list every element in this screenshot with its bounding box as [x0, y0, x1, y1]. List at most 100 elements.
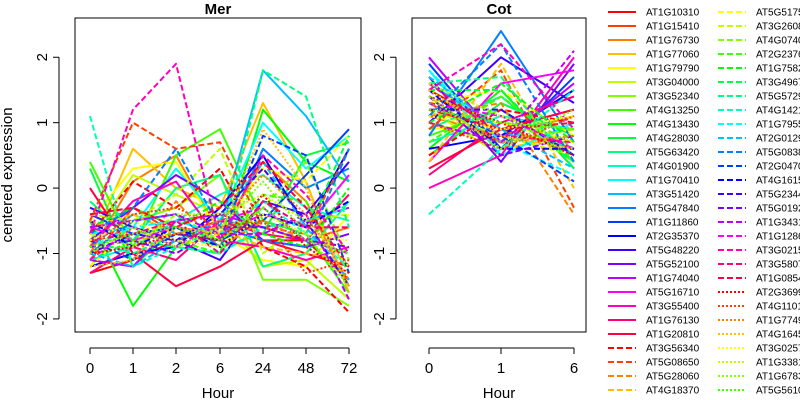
legend-entry-label: AT5G5610: [756, 386, 800, 397]
legend-entry-label: AT1G15410: [646, 22, 700, 33]
mer-y-tick-label: 0: [34, 184, 51, 192]
legend-entry-label: AT1G20810: [646, 330, 700, 341]
legend-entry-label: AT1G76130: [646, 316, 700, 327]
cot-x-tick-label: 1: [497, 360, 505, 377]
legend-entry-label: AT1G6783: [756, 372, 800, 383]
mer-series-line-AT3G56340: [89, 167, 350, 314]
mer-series-line-AT3G02150: [89, 62, 350, 255]
cot-series-line-AT5G57290: [428, 75, 575, 170]
legend-entry-label: AT4G01900: [646, 162, 700, 173]
mer-x-tick-label: 2: [172, 360, 180, 377]
mer-series-line-AT3G58070: [89, 200, 349, 255]
mer-series-line-AT4G16450: [89, 128, 350, 294]
legend-entry-label: AT5G2344: [756, 190, 800, 201]
mer-series-line-AT5G08380: [89, 147, 350, 248]
mer-y-tick-label: 2: [34, 53, 51, 61]
legend-entry-label: AT4G0740: [756, 36, 800, 47]
legend-entry-label: AT2G3699: [756, 288, 800, 299]
panel-cot: Cot 0 1 6 Hour -2 -1 0 1 2: [371, 1, 587, 400]
legend-entry-label: AT2G0470: [756, 162, 800, 173]
panel-mer: Mer 0 1 2 6 24 48 72 Hour -2 -1 0 1 2 centered express…: [0, 1, 362, 400]
cot-series-line-AT5G01920: [428, 95, 575, 157]
legend-entry-label: AT5G08650: [646, 358, 700, 369]
legend-entry-label: AT3G2608: [756, 22, 800, 33]
legend-entry-label: AT5G0838: [756, 148, 800, 159]
mer-x-tick-label: 6: [216, 360, 224, 377]
legend-entry-label: AT1G70410: [646, 176, 700, 187]
mer-series-line-AT1G12860: [89, 206, 350, 261]
legend-entry-label: AT5G52100: [646, 260, 700, 271]
legend-entry-label: AT5G48220: [646, 246, 700, 257]
legend-entry-label: AT5G5175: [756, 8, 800, 19]
mer-series-line-AT1G33810: [89, 193, 350, 268]
legend-entry-label: AT3G52340: [646, 92, 700, 103]
cot-series-line-AT3G02150: [428, 43, 575, 130]
legend-entry-label: AT5G0192: [756, 204, 800, 215]
legend-entry-label: AT3G51420: [646, 190, 700, 201]
mer-series-line-AT2G36990: [89, 193, 350, 274]
mer-x-tick-label: 72: [341, 360, 358, 377]
legend-entry-label: AT1G7955: [756, 120, 800, 131]
legend-entry-label: AT3G4967: [756, 78, 800, 89]
mer-series-line-AT5G56100: [89, 206, 350, 255]
cot-series-line-AT5G28060: [428, 102, 575, 215]
cot-series-line-AT2G01290: [428, 76, 575, 170]
legend-entry-label: AT1G74040: [646, 274, 700, 285]
cot-x-tick-label: 6: [570, 360, 578, 377]
legend-entry-label: AT4G13430: [646, 120, 700, 131]
cot-series-line-AT3G02570: [428, 115, 575, 131]
cot-series-line-AT4G14210: [428, 89, 575, 216]
legend-entry-label: AT2G0129: [756, 134, 800, 145]
mer-title: Mer: [205, 1, 232, 18]
legend-entry-label: AT4G1101: [756, 302, 800, 313]
legend-entry-label: AT3G56340: [646, 344, 700, 355]
legend-entry-label: AT1G1286: [756, 232, 800, 243]
legend-entry-label: AT1G11860: [646, 218, 699, 229]
legend-entry-label: AT1G76730: [646, 36, 700, 47]
legend-entry-label: AT1G77060: [646, 50, 700, 61]
legend-entry-label: AT1G10310: [646, 8, 700, 19]
mer-y-tick-label: 1: [34, 118, 51, 126]
legend-entry-label: AT1G79790: [646, 64, 700, 75]
legend-entry-label: AT5G47840: [646, 204, 700, 215]
legend-entry-label: AT3G0257: [756, 344, 800, 355]
cot-y-tick-label: -1: [371, 247, 388, 260]
mer-x-tick-label: 1: [129, 360, 137, 377]
mer-series-line-AT1G77490: [89, 174, 350, 281]
mer-x-tick-label: 48: [298, 360, 315, 377]
legend-entry-label: AT4G18370: [646, 386, 700, 397]
mer-x-tick-label: 24: [255, 360, 272, 377]
mer-series-line-AT1G67830: [89, 180, 350, 287]
cot-plot-frame: [411, 17, 587, 333]
legend-entry-label: AT2G2376: [756, 50, 800, 61]
mer-series-line-AT2G04700: [89, 134, 350, 274]
cot-y-tick-label: 1: [371, 118, 388, 126]
legend-entry-label: AT3G0215: [756, 246, 800, 257]
cot-series-line-AT3G58070: [428, 82, 575, 144]
legend-entry-label: AT1G7749: [756, 316, 800, 327]
legend-entry-label: AT5G28060: [646, 372, 700, 383]
legend-entry-label: AT3G5807: [756, 260, 800, 271]
legend-entry-label: AT4G13250: [646, 106, 700, 117]
cot-x-axis-label: Hour: [483, 385, 516, 400]
legend-entry-label: AT4G1615: [756, 176, 800, 187]
mer-y-tick-label: -1: [34, 247, 51, 260]
cot-title: Cot: [487, 1, 512, 18]
mer-x-axis-label: Hour: [202, 385, 235, 400]
mer-y-axis-label: centered expression: [0, 107, 16, 242]
mer-y-tick-label: -2: [34, 312, 51, 325]
mer-series-line-AT1G08540: [89, 160, 350, 268]
cot-y-tick-label: 2: [371, 53, 388, 61]
cot-series-line-AT1G12860: [428, 102, 575, 150]
cot-series-line-AT2G23760: [428, 95, 575, 150]
legend-entry-label: AT1G7582: [756, 64, 800, 75]
cot-y-tick-label: 0: [371, 184, 388, 192]
cot-series-line-AT2G04700: [428, 102, 575, 183]
legend: AT1G10310 AT1G15410 AT1G76730 AT1G77060 AT1G…: [608, 8, 800, 397]
legend-entry-label: AT5G63420: [646, 148, 700, 159]
mer-series-line-AT5G08650: [89, 121, 350, 235]
cot-series-line-AT4G18370: [428, 62, 575, 189]
legend-entry-label: AT5G16710: [646, 288, 700, 299]
cot-y-tick-label: -2: [371, 312, 388, 325]
